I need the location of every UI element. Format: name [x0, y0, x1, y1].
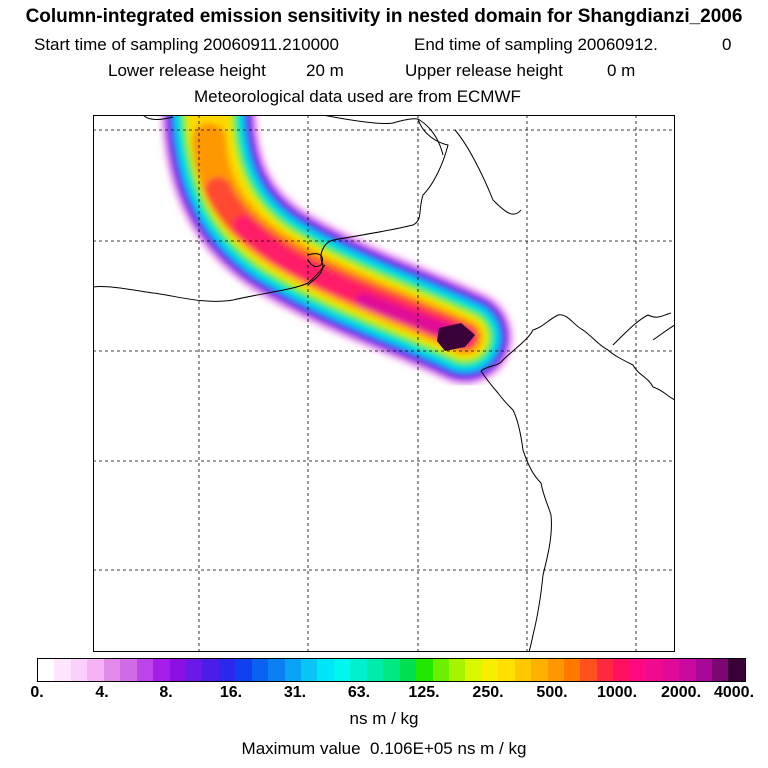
- sampling-start: Start time of sampling 20060911.210000: [34, 35, 339, 54]
- colorbar-segment: [531, 659, 548, 681]
- sampling-end-value: 0: [722, 35, 732, 54]
- colorbar-tick: 4.: [95, 684, 109, 701]
- colorbar-segment: [695, 659, 712, 681]
- colorbar-segment: [185, 659, 203, 681]
- colorbar-tick: 0.: [30, 684, 44, 701]
- colorbar-tick: 500.: [536, 684, 568, 701]
- colorbar: [37, 658, 746, 682]
- colorbar-segment: [153, 659, 170, 681]
- upper-release-label: Upper release height: [405, 61, 563, 80]
- graticule: [93, 115, 675, 652]
- colorbar-segment: [103, 659, 121, 681]
- colorbar-segment: [662, 659, 680, 681]
- colorbar-segment: [596, 659, 614, 681]
- colorbar-segment: [268, 659, 285, 681]
- colorbar-segment: [432, 659, 449, 681]
- colorbar-segment: [383, 659, 400, 681]
- colorbar-segment: [711, 659, 729, 681]
- lower-release-value: 20 m: [306, 61, 344, 80]
- lower-release-label: Lower release height: [108, 61, 266, 80]
- colorbar-segment: [333, 659, 351, 681]
- colorbar-segment: [202, 659, 219, 681]
- colorbar-tick: 31.: [283, 684, 307, 701]
- receptor-peak: [437, 323, 475, 351]
- colorbar-tick: 16.: [219, 684, 243, 701]
- colorbar-segment: [629, 659, 647, 681]
- colorbar-segment: [87, 659, 104, 681]
- max-value: 0.106E+05 ns m / kg: [370, 739, 527, 758]
- colorbar-segment: [448, 659, 466, 681]
- map-canvas: [93, 115, 675, 652]
- colorbar-segment: [547, 659, 564, 681]
- sampling-end: End time of sampling 20060912.: [414, 35, 658, 54]
- colorbar-segment: [613, 659, 630, 681]
- colorbar-segment: [136, 659, 154, 681]
- colorbar-tick: 1000.: [596, 684, 638, 701]
- colorbar-segment: [498, 659, 515, 681]
- max-value-label: Maximum value: [241, 739, 361, 758]
- colorbar-tick: 63.: [347, 684, 371, 701]
- colorbar-segment: [416, 659, 433, 681]
- colorbar-segment: [350, 659, 367, 681]
- colorbar-segment: [366, 659, 384, 681]
- colorbar-segment: [301, 659, 318, 681]
- colorbar-segment: [564, 659, 581, 681]
- colorbar-segment: [235, 659, 252, 681]
- colorbar-tick: 2000.: [660, 684, 702, 701]
- colorbar-segment: [465, 659, 482, 681]
- colorbar-segment: [54, 659, 71, 681]
- upper-release-value: 0 m: [607, 61, 636, 80]
- colorbar-segment: [728, 659, 745, 681]
- met-data-note: Meteorological data used are from ECMWF: [194, 87, 521, 106]
- colorbar-tick: 250.: [472, 684, 504, 701]
- colorbar-tick: 4000.: [713, 684, 755, 701]
- coastlines: [93, 115, 675, 652]
- sensitivity-plume: [159, 115, 514, 386]
- colorbar-segment: [481, 659, 499, 681]
- colorbar-tick: 8.: [159, 684, 173, 701]
- colorbar-segment: [399, 659, 417, 681]
- colorbar-segment: [120, 659, 137, 681]
- colorbar-segment: [580, 659, 597, 681]
- colorbar-segment: [514, 659, 532, 681]
- colorbar-segment: [679, 659, 696, 681]
- colorbar-segment: [284, 659, 301, 681]
- colorbar-segment: [38, 659, 55, 681]
- colorbar-segment: [169, 659, 186, 681]
- colorbar-segment: [70, 659, 88, 681]
- colorbar-segment: [317, 659, 334, 681]
- colorbar-unit: ns m / kg: [349, 709, 419, 728]
- colorbar-segment: [251, 659, 269, 681]
- map-panel: [93, 115, 675, 652]
- colorbar-tick: 125.: [408, 684, 440, 701]
- colorbar-segment: [218, 659, 236, 681]
- colorbar-segment: [646, 659, 663, 681]
- max-value-line: Maximum value 0.106E+05 ns m / kg: [0, 739, 768, 759]
